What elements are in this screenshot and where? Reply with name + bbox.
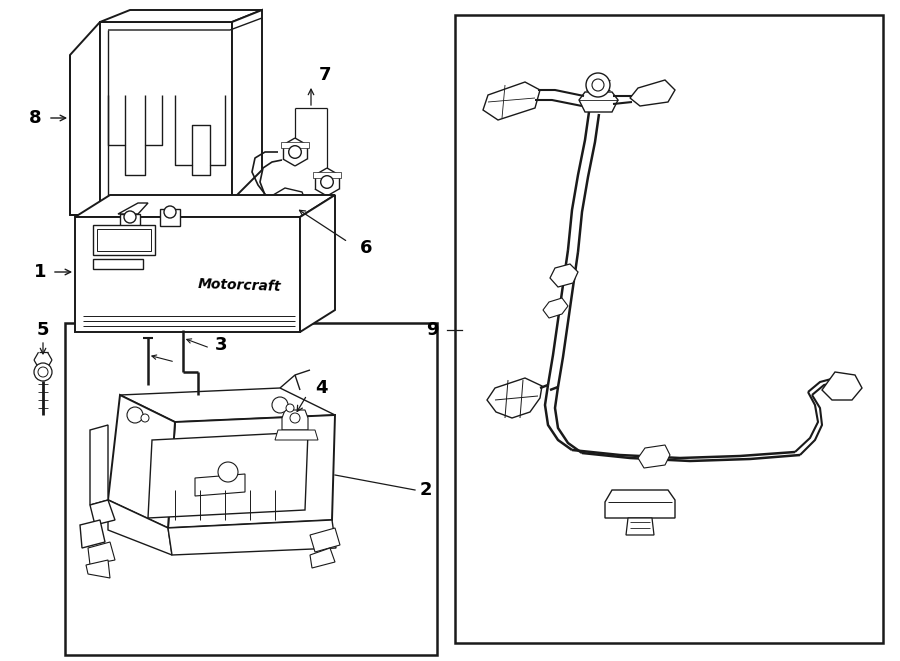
Circle shape (38, 367, 48, 377)
Polygon shape (232, 10, 262, 200)
Polygon shape (148, 432, 308, 518)
Polygon shape (264, 188, 306, 214)
Polygon shape (310, 528, 340, 552)
Polygon shape (638, 445, 670, 468)
Polygon shape (543, 298, 568, 318)
Polygon shape (579, 92, 618, 112)
Polygon shape (487, 378, 542, 418)
Polygon shape (300, 195, 335, 332)
Text: 4: 4 (315, 379, 328, 397)
Polygon shape (822, 372, 862, 400)
Circle shape (218, 462, 238, 482)
Polygon shape (626, 518, 654, 535)
Polygon shape (90, 425, 108, 505)
Polygon shape (97, 229, 151, 251)
Polygon shape (483, 82, 540, 120)
Polygon shape (168, 520, 336, 555)
Polygon shape (310, 548, 335, 568)
Polygon shape (75, 217, 300, 332)
Text: 3: 3 (215, 336, 228, 354)
Polygon shape (168, 415, 335, 528)
Polygon shape (108, 395, 175, 528)
Text: 6: 6 (360, 239, 373, 257)
Polygon shape (75, 195, 335, 217)
Polygon shape (282, 410, 308, 430)
Circle shape (586, 73, 610, 97)
Text: 8: 8 (29, 109, 41, 127)
Polygon shape (281, 142, 309, 148)
Polygon shape (86, 560, 110, 578)
Text: 7: 7 (319, 66, 331, 84)
Polygon shape (120, 214, 140, 231)
Polygon shape (313, 172, 341, 178)
Polygon shape (100, 22, 232, 215)
Circle shape (289, 145, 302, 158)
Polygon shape (70, 22, 100, 215)
Circle shape (320, 176, 333, 188)
Circle shape (141, 414, 149, 422)
Polygon shape (605, 490, 675, 518)
Polygon shape (195, 474, 245, 496)
Circle shape (290, 413, 300, 423)
Polygon shape (118, 203, 148, 214)
Polygon shape (93, 259, 143, 269)
Circle shape (34, 363, 52, 381)
Polygon shape (550, 264, 578, 287)
Bar (455, 15, 883, 643)
Polygon shape (275, 430, 318, 440)
Text: 1: 1 (34, 263, 46, 281)
Polygon shape (100, 10, 262, 22)
Text: 5: 5 (37, 321, 50, 339)
Circle shape (592, 79, 604, 91)
Text: 2: 2 (420, 481, 433, 499)
Text: 9: 9 (427, 321, 439, 339)
Circle shape (124, 211, 136, 223)
Circle shape (286, 404, 294, 412)
Polygon shape (630, 80, 675, 106)
Polygon shape (80, 520, 105, 548)
Polygon shape (108, 500, 172, 555)
Bar (65, 323, 437, 655)
Text: Motorcraft: Motorcraft (198, 276, 282, 293)
Circle shape (127, 407, 143, 423)
Polygon shape (90, 500, 115, 525)
Circle shape (164, 206, 176, 218)
Polygon shape (88, 542, 115, 565)
Circle shape (272, 397, 288, 413)
Polygon shape (93, 225, 155, 255)
Polygon shape (120, 388, 335, 422)
Polygon shape (160, 209, 180, 226)
